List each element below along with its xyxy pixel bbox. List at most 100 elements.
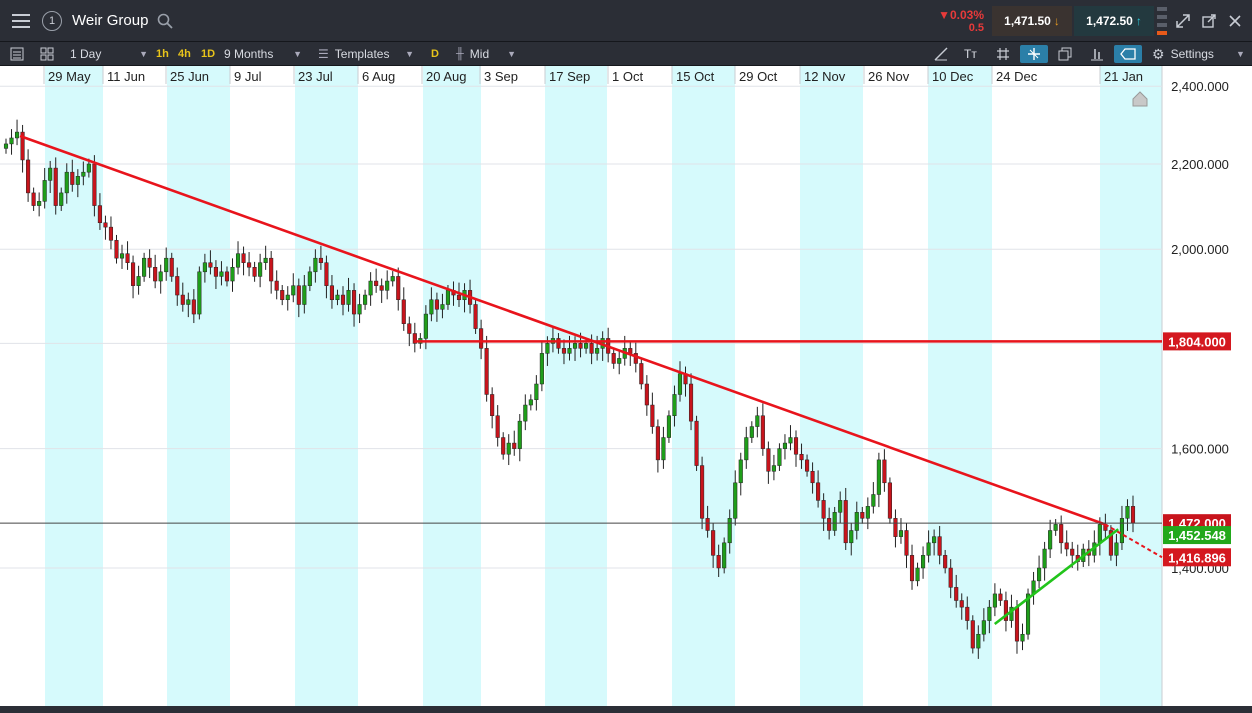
- candle-body: [125, 253, 130, 263]
- candle-body: [893, 518, 898, 537]
- candle-body: [313, 257, 318, 273]
- candle-body: [385, 280, 390, 291]
- date-tick-label: 25 Jun: [170, 69, 209, 84]
- candle-body: [760, 415, 765, 449]
- candle-body: [357, 304, 362, 315]
- scroll-toolbar-button[interactable]: ▼: [1236, 45, 1245, 63]
- interval-4h-button[interactable]: 4h: [178, 48, 191, 60]
- candle-body: [484, 348, 489, 395]
- candle-body: [14, 131, 20, 139]
- candle-body: [788, 437, 793, 444]
- home-icon: [1132, 91, 1148, 107]
- candle-body: [771, 465, 776, 472]
- close-button[interactable]: [1224, 7, 1246, 35]
- d-badge-button[interactable]: D: [431, 48, 439, 60]
- candle-body: [318, 257, 323, 263]
- hamburger-menu-button[interactable]: [6, 7, 36, 35]
- candle-body: [898, 530, 904, 537]
- candle-body: [440, 304, 445, 310]
- interval-1h-button[interactable]: 1h: [156, 48, 169, 60]
- home-marker[interactable]: [1132, 91, 1148, 107]
- price-tag-button[interactable]: [1114, 45, 1142, 63]
- candle-body: [285, 294, 290, 301]
- candle-body: [9, 137, 14, 145]
- hash-grid-icon: [997, 48, 1009, 60]
- candle-body: [838, 500, 843, 513]
- workspace-badge[interactable]: 1: [40, 7, 64, 35]
- popout-button[interactable]: [1198, 7, 1220, 35]
- chevron-down-icon: ▼: [139, 49, 148, 59]
- candle-body: [97, 205, 102, 224]
- uptrend-line[interactable]: [993, 528, 1120, 626]
- candle-body: [733, 482, 738, 519]
- trendlines[interactable]: [0, 134, 1163, 626]
- grid-toggle-button[interactable]: [996, 45, 1010, 63]
- layout-button[interactable]: [40, 45, 54, 63]
- candle-body: [688, 383, 694, 422]
- candle-body: [589, 343, 594, 354]
- candle-body: [423, 313, 428, 339]
- candle-body: [1108, 530, 1113, 556]
- candle-body: [1014, 606, 1020, 642]
- interval-select[interactable]: 1 Day ▼: [70, 47, 148, 61]
- candle-body: [992, 593, 997, 608]
- candle-body: [64, 171, 69, 194]
- price-label-bg: [1163, 548, 1231, 567]
- text-icon: Tᴛ: [964, 47, 977, 61]
- candle-body: [379, 285, 384, 291]
- candle-body: [727, 518, 732, 544]
- sell-price-button[interactable]: 1,471.50 ↓: [992, 6, 1072, 36]
- instrument-title[interactable]: Weir Group: [72, 12, 149, 29]
- search-button[interactable]: [154, 7, 176, 35]
- candle-body: [843, 500, 848, 544]
- price-type-select[interactable]: ╫ Mid ▼: [456, 47, 516, 61]
- window-header: 1 Weir Group ▼0.03% 0.5 1,471.50 ↓ 1,472.…: [0, 0, 1252, 42]
- candle-body: [782, 442, 788, 449]
- candle-body: [998, 593, 1003, 601]
- text-tool-button[interactable]: Tᴛ: [964, 45, 977, 63]
- change-percent: ▼0.03%: [938, 8, 984, 22]
- date-tick-label: 24 Dec: [996, 69, 1038, 84]
- candle-body: [876, 459, 881, 495]
- candle-body: [75, 176, 80, 185]
- date-tick-label: 15 Oct: [676, 69, 715, 84]
- settings-button[interactable]: ⚙ Settings: [1152, 45, 1214, 62]
- candle-body: [644, 383, 649, 406]
- candle-body: [639, 363, 644, 385]
- templates-select[interactable]: ☰ Templates ▼: [318, 47, 414, 61]
- candle-body: [744, 437, 749, 461]
- interval-1d-button[interactable]: 1D: [201, 48, 216, 60]
- candle-body: [705, 518, 710, 531]
- candle-body: [827, 518, 832, 531]
- candle-body: [976, 633, 981, 649]
- candle-body: [302, 285, 307, 305]
- chevron-down-icon: ▼: [405, 49, 414, 59]
- candle-body: [937, 536, 942, 556]
- date-tick-label: 20 Aug: [426, 69, 467, 84]
- downtrend-line[interactable]: [19, 134, 1106, 526]
- candle-body: [617, 358, 622, 364]
- price-chart[interactable]: 29 May 11 Jun 25 Jun 9 Jul 23 Jul 6 Aug 20 Aug…: [0, 66, 1252, 706]
- candle-body: [213, 266, 218, 277]
- draw-line-button[interactable]: [934, 45, 948, 63]
- candle-body: [1059, 524, 1064, 544]
- week-band: [295, 66, 358, 706]
- crosshair-icon: [1028, 48, 1040, 60]
- candle-body: [816, 482, 821, 501]
- candles-icon: ╫: [456, 48, 464, 60]
- candle-body: [456, 294, 462, 301]
- expand-button[interactable]: [1172, 7, 1194, 35]
- candle-body: [479, 328, 484, 349]
- candle-body: [584, 343, 589, 349]
- indicator-button[interactable]: [1090, 45, 1104, 63]
- candle-body: [506, 442, 511, 455]
- candle-body: [445, 290, 451, 305]
- downtrend-projection[interactable]: [1104, 523, 1163, 559]
- copy-chart-button[interactable]: [1058, 45, 1072, 63]
- buy-price-button[interactable]: 1,472.50 ↑: [1074, 6, 1154, 36]
- candle-body: [1119, 518, 1125, 544]
- crosshair-button[interactable]: [1020, 45, 1048, 63]
- range-select[interactable]: 9 Months ▼: [224, 47, 302, 61]
- list-view-button[interactable]: [10, 45, 24, 63]
- candle-body: [628, 348, 633, 354]
